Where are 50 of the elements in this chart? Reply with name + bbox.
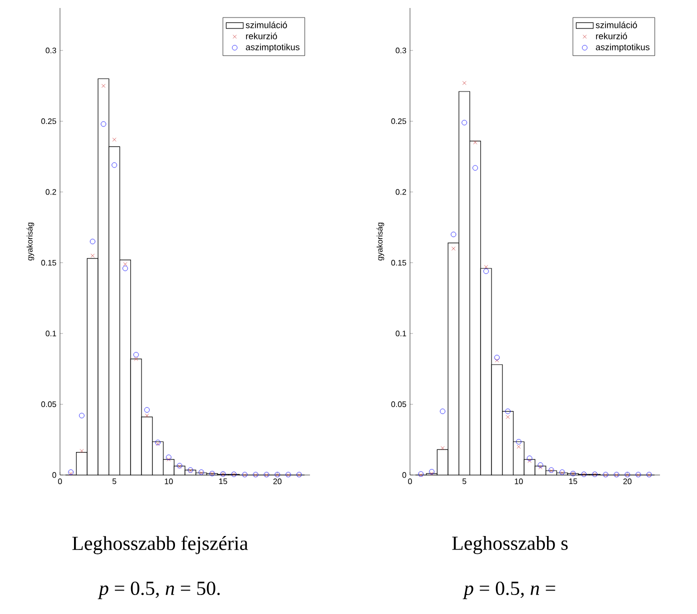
- point: [462, 120, 468, 126]
- point: [538, 462, 544, 468]
- point: [430, 472, 434, 476]
- point: [452, 246, 456, 251]
- point: [526, 456, 532, 461]
- point: [133, 352, 139, 358]
- point: [429, 469, 434, 474]
- legend-label: aszimptotikus: [596, 44, 650, 52]
- point: [144, 414, 149, 418]
- text: Leghosszabb fejszéria: [72, 536, 248, 554]
- legend-label: rekurzió: [596, 32, 628, 40]
- legend-label: szimuláció: [596, 22, 637, 28]
- point: [100, 121, 106, 127]
- text: Leghosszabb s: [452, 536, 568, 554]
- point: [112, 138, 116, 142]
- point: [80, 448, 84, 453]
- point: [90, 254, 95, 258]
- point: [166, 454, 172, 460]
- point: [440, 446, 445, 450]
- point: [516, 439, 522, 444]
- point: [79, 412, 84, 418]
- point: [144, 407, 150, 413]
- point: [102, 84, 106, 88]
- point: [90, 238, 96, 244]
- point: [68, 472, 73, 476]
- point: [505, 408, 511, 414]
- point: [538, 465, 542, 470]
- point: [440, 408, 446, 414]
- point: [495, 358, 499, 362]
- point: [166, 457, 171, 462]
- point: [123, 262, 128, 266]
- legend-label: rekurzió: [246, 32, 278, 40]
- point: [450, 232, 456, 238]
- legend-label: szimuláció: [246, 22, 287, 28]
- point: [122, 266, 128, 272]
- legend-label: aszimptotikus: [246, 44, 300, 52]
- point: [112, 162, 118, 168]
- point: [516, 444, 521, 449]
- point: [484, 265, 488, 269]
- point: [473, 140, 478, 144]
- point: [134, 356, 138, 361]
- point: [472, 165, 478, 171]
- text: p = 0.5, n = 50.: [98, 582, 220, 600]
- point: [462, 81, 466, 85]
- text: p = 0.5, n =: [462, 582, 556, 600]
- point: [483, 268, 489, 274]
- point: [506, 415, 510, 419]
- point: [68, 469, 74, 475]
- point: [528, 458, 532, 463]
- point: [494, 354, 500, 360]
